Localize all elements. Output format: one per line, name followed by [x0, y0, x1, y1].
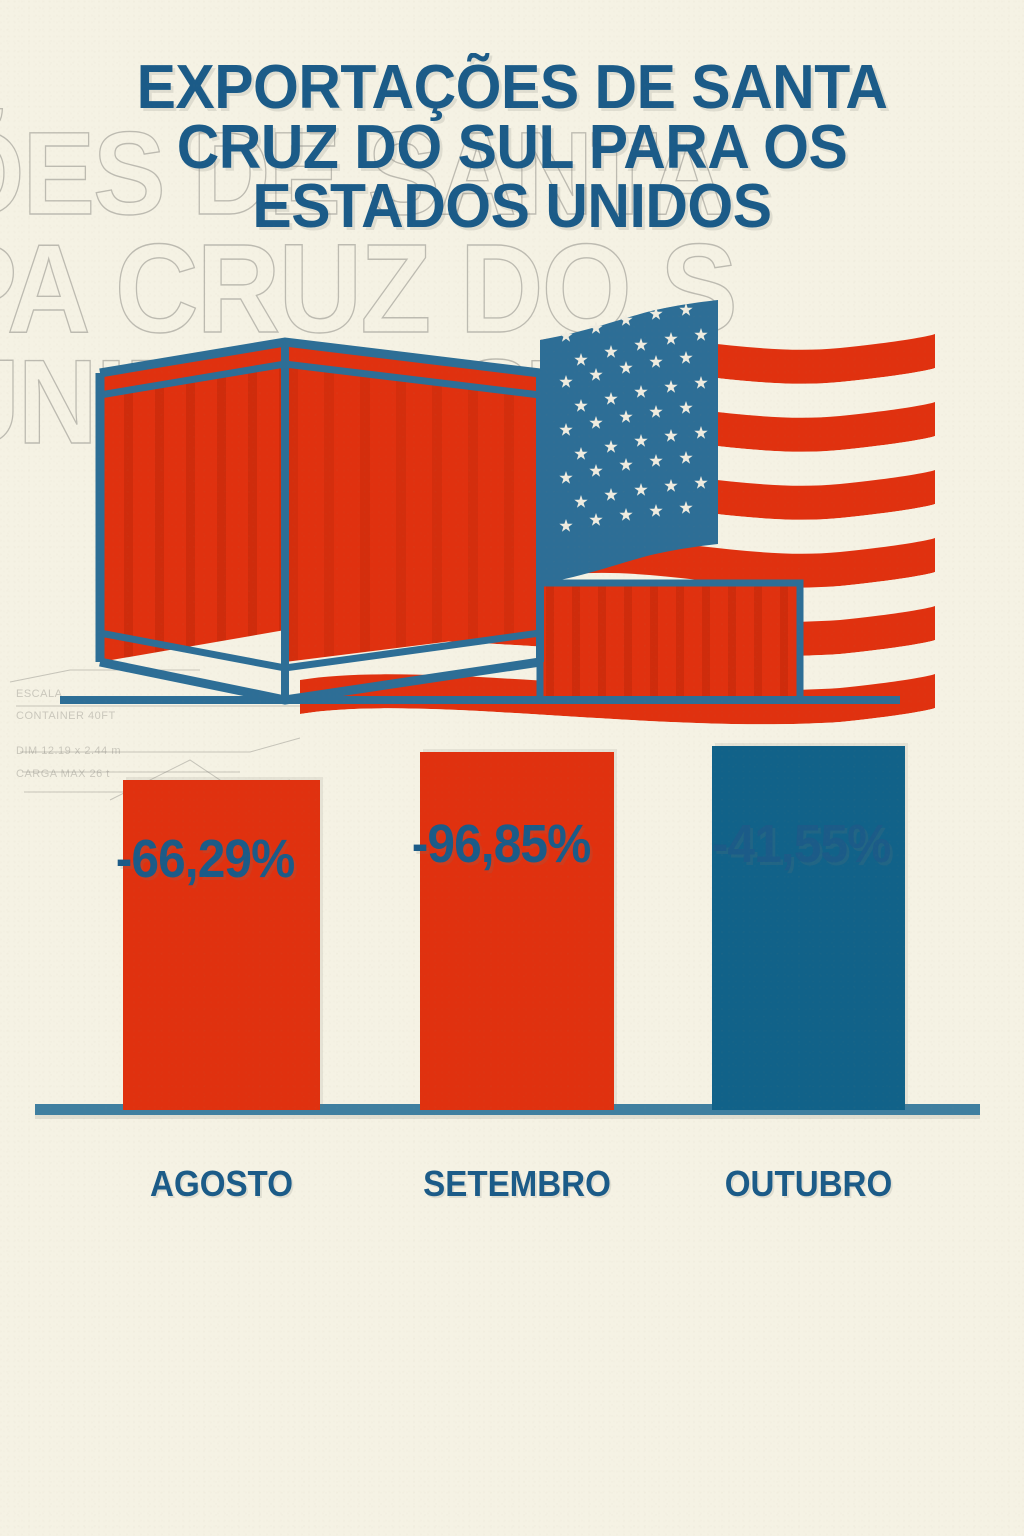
tech-note-4: CARGA MAX 26 t — [16, 768, 110, 780]
shipping-container — [60, 337, 900, 705]
category-label-outubro: OUTUBRO — [724, 1163, 893, 1204]
bar-setembro[interactable] — [420, 752, 614, 1110]
bar-chart: -66,29% AGOSTO -96,85% SETEMBRO -41,55% … — [0, 746, 1024, 1380]
value-label-agosto: -66,29% — [115, 829, 296, 889]
flag-canton — [540, 300, 718, 584]
title-line-2: CRUZ DO SUL PARA OS — [176, 112, 848, 182]
category-label-agosto: AGOSTO — [150, 1163, 293, 1204]
page-title: EXPORTAÇÕES DE SANTA CRUZ DO SUL PARA OS… — [0, 53, 1024, 242]
title-line-3: ESTADOS UNIDOS — [252, 172, 772, 242]
value-label-setembro: -96,85% — [411, 814, 592, 874]
value-label-outubro: -41,55% — [711, 814, 892, 874]
title-line-1: EXPORTAÇÕES DE SANTA — [136, 53, 888, 122]
category-label-setembro: SETEMBRO — [423, 1163, 611, 1204]
bar-agosto[interactable] — [123, 780, 320, 1110]
illustration-container-and-flag — [60, 300, 935, 759]
bar-outubro[interactable] — [712, 746, 905, 1110]
